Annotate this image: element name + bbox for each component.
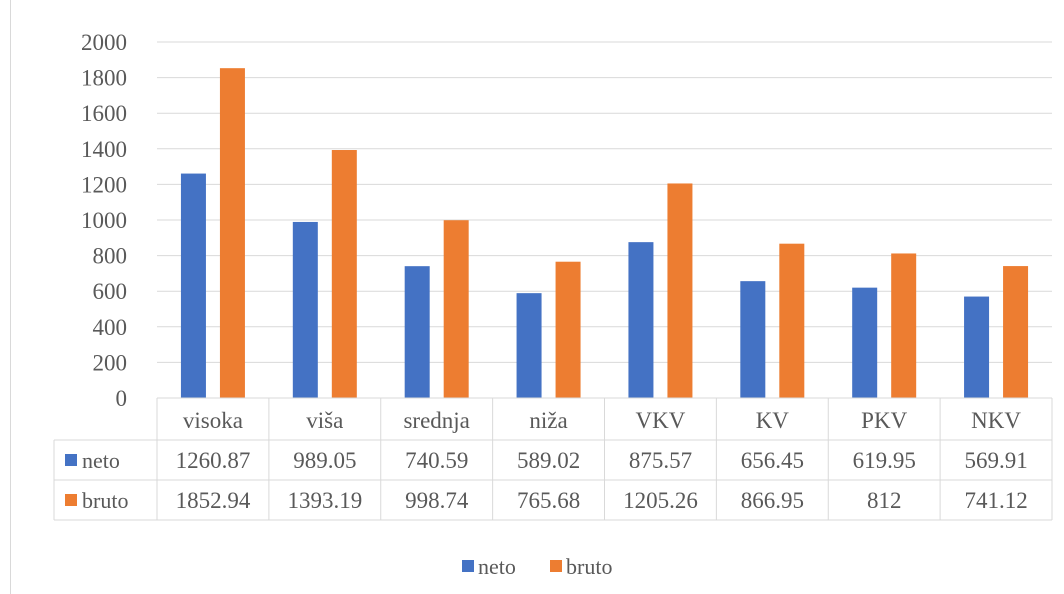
bar-bruto-srednja — [443, 220, 469, 398]
category-label: NKV — [971, 408, 1021, 433]
bars — [180, 68, 1029, 398]
y-tick-label: 1600 — [81, 101, 127, 126]
bar-bruto-NKV — [1003, 266, 1029, 398]
bar-neto-niža — [516, 293, 542, 398]
bar-neto-KV — [740, 281, 766, 398]
data-label: 656.45 — [741, 448, 804, 473]
category-label: srednja — [403, 408, 469, 433]
data-label: 1393.19 — [287, 488, 362, 513]
data-label: 989.05 — [293, 448, 356, 473]
y-tick-label: 400 — [93, 315, 128, 340]
chart-frame-border — [10, 0, 11, 594]
legend-label-neto: neto — [478, 554, 516, 579]
bar-neto-VKV — [628, 242, 654, 398]
bar-neto-srednja — [404, 266, 430, 398]
bar-bruto-PKV — [891, 253, 917, 398]
data-label: 619.95 — [853, 448, 916, 473]
y-tick-label: 200 — [93, 350, 128, 375]
data-label: 741.12 — [964, 488, 1027, 513]
data-label: 1205.26 — [623, 488, 698, 513]
bar-bruto-KV — [779, 243, 805, 398]
data-label: 1852.94 — [176, 488, 251, 513]
data-label: 740.59 — [405, 448, 468, 473]
data-label: 812 — [867, 488, 902, 513]
category-label: viša — [306, 408, 343, 433]
data-label: 569.91 — [964, 448, 1027, 473]
legend: neto bruto — [462, 554, 612, 579]
bar-neto-NKV — [964, 296, 990, 398]
category-label: niža — [529, 408, 567, 433]
data-label: 589.02 — [517, 448, 580, 473]
row-key-neto — [65, 454, 77, 466]
y-tick-label: 1800 — [81, 66, 127, 91]
category-label: PKV — [861, 408, 907, 433]
data-label: 875.57 — [629, 448, 692, 473]
data-label: 866.95 — [741, 488, 804, 513]
legend-label-bruto: bruto — [566, 554, 612, 579]
y-tick-label: 0 — [116, 386, 128, 411]
gridlines — [157, 41, 1052, 363]
row-key-bruto — [65, 494, 77, 506]
legend-key-neto — [462, 560, 474, 572]
data-label: 998.74 — [405, 488, 469, 513]
category-label: VKV — [636, 408, 686, 433]
y-tick-label: 1200 — [81, 172, 127, 197]
y-tick-label: 2000 — [81, 30, 127, 55]
y-tick-label: 600 — [93, 279, 128, 304]
data-label: 1260.87 — [176, 448, 251, 473]
bar-neto-visoka — [180, 173, 206, 398]
bar-bruto-VKV — [667, 183, 693, 398]
bar-bruto-viša — [331, 150, 357, 398]
category-label: visoka — [183, 408, 243, 433]
bar-bruto-niža — [555, 261, 581, 398]
bar-neto-PKV — [852, 287, 878, 398]
y-tick-label: 800 — [93, 244, 128, 269]
data-label: 765.68 — [517, 488, 580, 513]
category-label: KV — [756, 408, 790, 433]
row-label-bruto: bruto — [82, 488, 128, 513]
y-tick-label: 1000 — [81, 208, 127, 233]
data-table: visoka viša srednja niža VKV KV PKV NKV neto 1260… — [53, 397, 1053, 521]
bar-bruto-visoka — [219, 68, 245, 398]
legend-key-bruto — [550, 560, 562, 572]
bar-neto-viša — [292, 221, 318, 398]
row-label-neto: neto — [82, 448, 120, 473]
y-tick-label: 1400 — [81, 137, 127, 162]
